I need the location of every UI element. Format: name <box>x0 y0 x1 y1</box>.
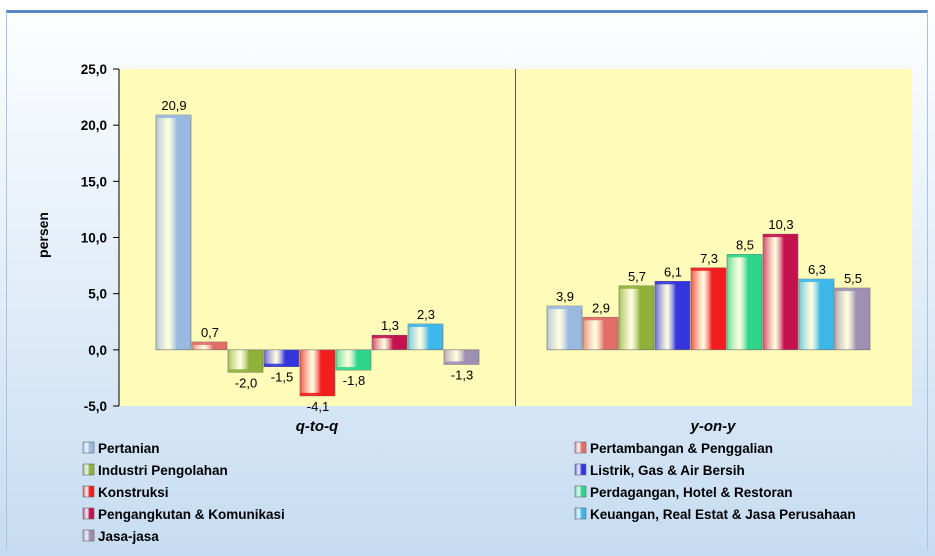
y-axis-label: persen <box>35 212 51 258</box>
bar-cap <box>799 279 834 283</box>
bar-listrik-gas-air-bersih-q-to-q <box>263 349 300 367</box>
data-label: -4,1 <box>307 399 329 414</box>
bar-cap <box>444 361 479 365</box>
legend-entry-industri-pengolahan: Industri Pengolahan <box>98 463 228 478</box>
bar-chart: -5,0 0,0 5,0 10,0 15,0 20,0 25,0 20,9 3,9 0,7 2,9… <box>35 62 912 544</box>
bar-cap <box>727 254 762 258</box>
legend-entry-pengangkutan-komunikasi: Pengangkutan & Komunikasi <box>98 507 285 522</box>
legend-swatch-listrik-gas-air-bersih <box>574 463 587 476</box>
data-label: 2,3 <box>417 307 435 322</box>
legend-entry-listrik-gas-air-bersih: Listrik, Gas & Air Bersih <box>590 463 745 478</box>
y-tick-label: 5,0 <box>88 287 107 302</box>
legend-entry-keuangan-real-estat-jasa-perusahaan: Keuangan, Real Estat & Jasa Perusahaan <box>590 507 856 522</box>
bar-keuangan-real-estat-jasa-perusahaan-y-on-y <box>798 278 835 351</box>
legend-entry-pertanian: Pertanian <box>98 441 160 456</box>
legend-swatch-perdagangan-hotel-restoran <box>574 485 587 498</box>
data-label: 5,5 <box>844 271 862 286</box>
bar-cap <box>372 335 407 339</box>
y-tick-label: 10,0 <box>81 231 107 246</box>
bar-cap <box>619 285 654 289</box>
bar-perdagangan-hotel-restoran-q-to-q <box>335 349 372 371</box>
category-label-y-on-y: y-on-y <box>690 418 737 435</box>
bar-perdagangan-hotel-restoran-y-on-y <box>726 254 763 351</box>
bar-pengangkutan-komunikasi-y-on-y <box>762 233 799 351</box>
data-label: -1,8 <box>343 373 365 388</box>
legend-swatch-konstruksi <box>82 485 95 498</box>
y-tick-label: 0,0 <box>88 343 107 358</box>
legend-swatch-industri-pengolahan <box>82 463 95 476</box>
legend-swatch-jasa-jasa <box>82 529 95 542</box>
legend-swatch-pertanian <box>82 441 95 454</box>
legend-swatch-keuangan-real-estat-jasa-perusahaan <box>574 507 587 520</box>
bar-cap <box>192 341 227 345</box>
bar-cap <box>408 323 443 327</box>
bar-cap <box>300 392 335 396</box>
bar-konstruksi-q-to-q <box>299 349 336 397</box>
legend-entry-konstruksi: Konstruksi <box>98 485 169 500</box>
legend-entry-perdagangan-hotel-restoran: Perdagangan, Hotel & Restoran <box>590 485 793 500</box>
data-label: -1,3 <box>451 367 473 382</box>
bar-pertambangan-penggalian-y-on-y <box>582 316 619 351</box>
data-label: -1,5 <box>271 370 293 385</box>
data-label: 0,7 <box>201 325 219 340</box>
bar-cap <box>691 267 726 271</box>
legend-swatch-pengangkutan-komunikasi <box>82 507 95 520</box>
bar-keuangan-real-estat-jasa-perusahaan-q-to-q <box>407 323 444 351</box>
y-tick-label: 25,0 <box>81 62 107 77</box>
y-tick-label: 15,0 <box>81 174 107 189</box>
data-label: 3,9 <box>556 289 574 304</box>
bar-cap <box>763 234 798 238</box>
bar-konstruksi-y-on-y <box>690 267 727 351</box>
y-tick-label: 20,0 <box>81 118 107 133</box>
data-label: 20,9 <box>161 98 186 113</box>
bar-industri-pengolahan-q-to-q <box>227 349 264 373</box>
data-label: -2,0 <box>235 375 257 390</box>
bar-cap <box>228 369 263 373</box>
legend-swatch-pertambangan-penggalian <box>574 441 587 454</box>
data-label: 6,1 <box>664 264 682 279</box>
bar-cap <box>655 281 690 285</box>
bar-cap <box>835 288 870 292</box>
legend-entry-jasa-jasa: Jasa-jasa <box>98 529 159 544</box>
data-label: 10,3 <box>768 217 793 232</box>
bar-pertanian-y-on-y <box>546 305 583 351</box>
data-label: 8,5 <box>736 237 754 252</box>
data-label: 5,7 <box>628 269 646 284</box>
legend-entry-pertambangan-penggalian: Pertambangan & Penggalian <box>590 441 773 456</box>
data-label: 7,3 <box>700 251 718 266</box>
bar-industri-pengolahan-y-on-y <box>618 285 655 351</box>
chart-frame: -5,0 0,0 5,0 10,0 15,0 20,0 25,0 20,9 3,9 0,7 2,9… <box>6 10 928 550</box>
bar-listrik-gas-air-bersih-y-on-y <box>654 281 691 351</box>
data-label: 6,3 <box>808 262 826 277</box>
bar-cap <box>336 367 371 371</box>
data-label: 1,3 <box>381 318 399 333</box>
bar-cap <box>264 363 299 367</box>
bar-jasa-jasa-y-on-y <box>834 287 871 351</box>
category-label-q-to-q: q-to-q <box>296 418 338 435</box>
bar-cap <box>156 115 191 119</box>
bar-cap <box>547 306 582 310</box>
y-tick-label: -5,0 <box>84 399 107 414</box>
bar-cap <box>583 317 618 321</box>
bar-pertanian-q-to-q <box>155 114 192 351</box>
data-label: 2,9 <box>592 300 610 315</box>
